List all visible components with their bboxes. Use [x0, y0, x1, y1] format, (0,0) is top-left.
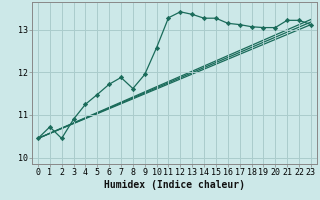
X-axis label: Humidex (Indice chaleur): Humidex (Indice chaleur)	[104, 180, 245, 190]
